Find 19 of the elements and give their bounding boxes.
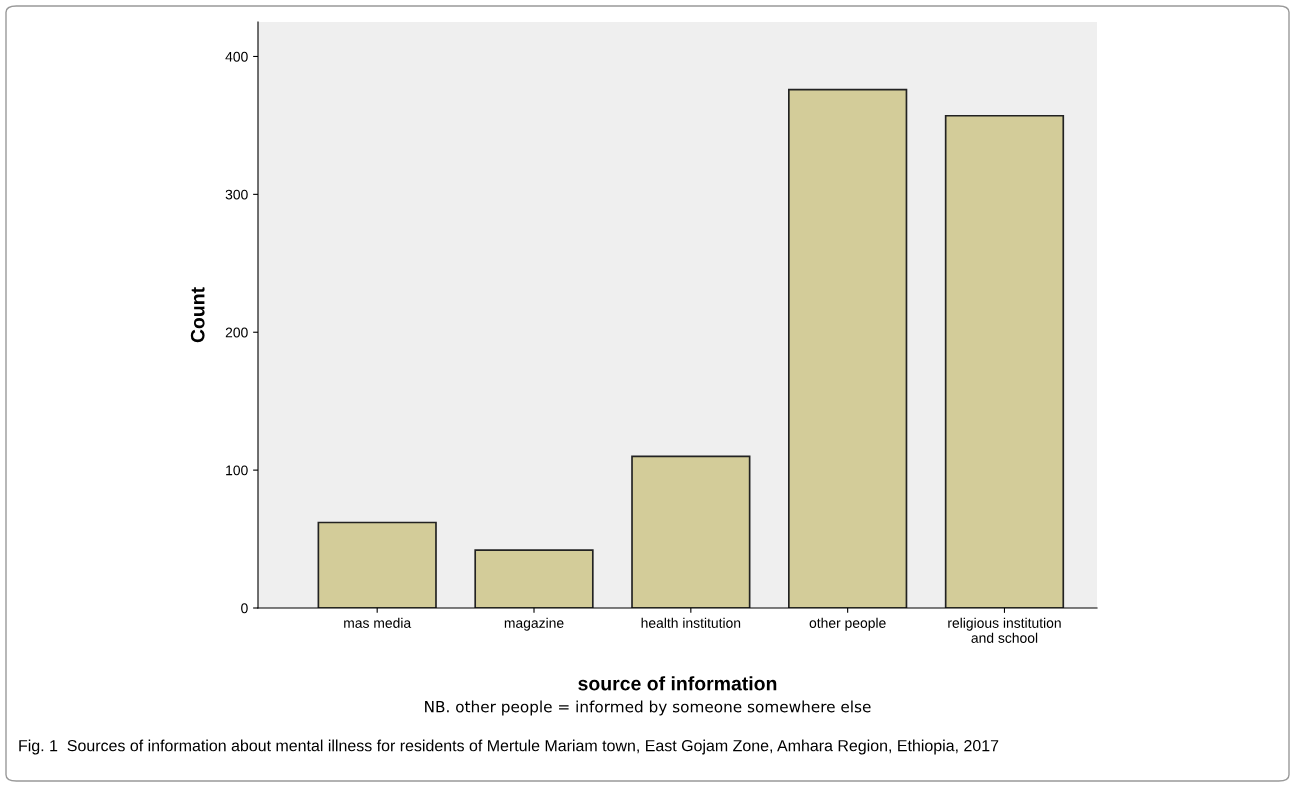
x-tick-label: mas media — [344, 617, 412, 628]
x-tick-label: magazine — [504, 617, 564, 631]
x-tick-label: health institution — [641, 617, 741, 628]
y-tick-label: 300 — [225, 189, 248, 200]
x-tick-label: other people — [809, 617, 886, 631]
y-axis-title: Count — [190, 287, 205, 343]
y-tick-label: 0 — [241, 603, 248, 614]
x-axis-title: source of information — [578, 676, 777, 691]
x-tick-label: religious institution and school — [948, 617, 1061, 643]
caption: Fig. 1 Sources of information about mental illness for residents of Mertule Mariam town, East Gojam Zone, Amhara Region, Ethiopia, 2017 — [19, 739, 999, 755]
bar — [474, 549, 594, 608]
bar — [631, 455, 751, 608]
bar — [944, 114, 1065, 608]
y-tick-label: 100 — [226, 465, 248, 476]
bar — [788, 88, 908, 608]
text: NB. other people = informed by someone somewhere else — [425, 700, 871, 716]
y-tick-label: 400 — [225, 51, 248, 62]
y-tick-label: 200 — [225, 327, 248, 338]
bar — [317, 521, 437, 608]
